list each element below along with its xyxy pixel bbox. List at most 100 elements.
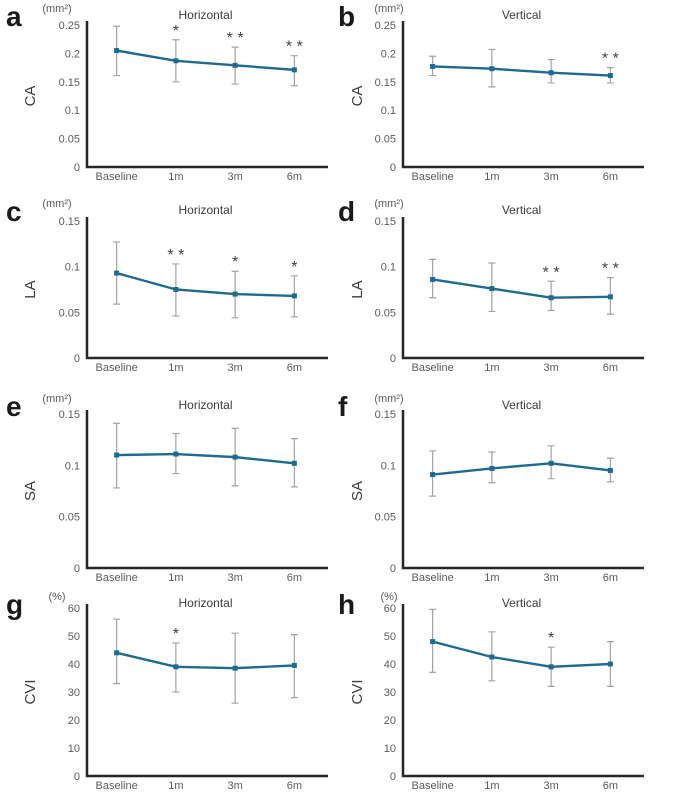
y-axis-unit-label: (mm²) [42, 393, 71, 405]
y-tick-label: 50 [68, 631, 80, 643]
chart-title: Horizontal [178, 8, 232, 22]
panel-letter: g [6, 589, 23, 620]
y-axis-unit-label: (mm²) [42, 3, 71, 15]
y-axis-unit-label: (%) [380, 591, 397, 603]
y-tick-label: 0.05 [59, 512, 80, 524]
x-tick-label: 6m [287, 572, 302, 584]
panel-letter: c [6, 196, 22, 227]
data-point-marker [607, 661, 613, 667]
x-tick-label: 1m [484, 780, 499, 792]
data-point-marker [548, 664, 554, 670]
y-tick-label: 0.15 [375, 409, 396, 421]
x-tick-label: 6m [287, 780, 302, 792]
data-point-marker [291, 293, 297, 299]
significance-asterisks: * * [602, 261, 619, 278]
data-point-marker [430, 276, 436, 282]
panel-c: c (mm²) Horizontal LA 0 0.05 0.1 0.15 Baseline 1m… [0, 195, 337, 390]
y-tick-label: 10 [68, 743, 80, 755]
y-axis-label: CVI [349, 679, 366, 704]
series-line [116, 651, 295, 670]
y-tick-label: 0.05 [59, 307, 80, 319]
y-tick-label: 0.2 [381, 48, 396, 60]
x-tick-label: Baseline [412, 572, 454, 584]
data-point-marker [114, 48, 120, 54]
panel-a: a (mm²) Horizontal CA 0 0.05 0.1 0.15 0.2 0.25 Bas… [0, 0, 337, 195]
y-tick-label: 0.25 [59, 20, 80, 32]
x-tick-label: 6m [603, 780, 618, 792]
y-tick-label: 0 [74, 353, 80, 365]
x-tick-label: Baseline [96, 171, 138, 183]
x-tick-label: 6m [603, 572, 618, 584]
data-point-marker [173, 58, 179, 64]
chart-a: a (mm²) Horizontal CA 0 0.05 0.1 0.15 0.2 0.25 Bas… [6, 1, 328, 183]
data-point-marker [291, 460, 297, 466]
significance-asterisks: * [173, 626, 179, 643]
series-line [116, 452, 295, 465]
x-tick-label: Baseline [96, 572, 138, 584]
x-tick-label: Baseline [412, 171, 454, 183]
chart-f: f (mm²) Vertical SA 0 0.05 0.1 0.15 Baseline 1m 3m… [338, 391, 644, 584]
y-tick-label: 0 [390, 563, 396, 575]
axes [85, 604, 328, 778]
y-tick-label: 0.15 [59, 216, 80, 228]
x-tick-label: 1m [168, 171, 183, 183]
chart-h: h (%) Vertical CVI 0 10 20 30 40 50 60 Baseline 1m 3m… [338, 589, 644, 792]
data-point-marker [607, 467, 613, 473]
data-point-marker [114, 650, 120, 656]
x-tick-label: 3m [227, 780, 242, 792]
data-point-marker [173, 451, 179, 457]
x-tick-label: 1m [168, 362, 183, 374]
y-axis-label: CA [349, 86, 366, 107]
y-tick-label: 40 [384, 659, 396, 671]
data-point-marker [173, 287, 179, 292]
x-tick-label: 3m [543, 171, 558, 183]
panel-letter: f [338, 391, 348, 422]
data-point-marker [430, 639, 436, 645]
data-point-marker [114, 270, 120, 276]
data-point-marker [430, 472, 436, 478]
data-point-marker [232, 291, 238, 297]
chart-c: c (mm²) Horizontal LA 0 0.05 0.1 0.15 Baseline 1m… [6, 196, 328, 374]
y-axis-label: SA [22, 481, 39, 501]
y-axis-unit-label: (%) [48, 591, 65, 603]
panel-letter: h [338, 589, 355, 620]
y-tick-label: 0 [390, 771, 396, 783]
data-point-marker [291, 67, 297, 73]
y-tick-label: 50 [384, 631, 396, 643]
chart-title: Vertical [502, 398, 541, 412]
data-point-marker [607, 294, 613, 300]
y-axis-unit-label: (mm²) [374, 198, 403, 210]
y-tick-label: 0.2 [65, 48, 80, 60]
chart-title: Horizontal [178, 398, 232, 412]
x-tick-label: Baseline [412, 362, 454, 374]
x-tick-label: 1m [484, 362, 499, 374]
data-point-marker [291, 662, 297, 668]
y-tick-label: 10 [384, 743, 396, 755]
axes [85, 410, 328, 570]
series-line [432, 65, 611, 77]
data-point-marker [232, 62, 238, 68]
axes [401, 410, 644, 570]
significance-asterisks: * * [543, 264, 560, 281]
chart-title: Vertical [502, 203, 541, 217]
x-tick-label: 1m [484, 171, 499, 183]
y-tick-label: 0.15 [375, 216, 396, 228]
data-point-marker [548, 70, 554, 76]
x-tick-label: Baseline [96, 362, 138, 374]
data-point-marker [489, 286, 495, 292]
axes [401, 217, 644, 360]
y-tick-label: 0.05 [375, 512, 396, 524]
x-tick-label: Baseline [96, 780, 138, 792]
chart-g: g (%) Horizontal CVI 0 10 20 30 40 50 60 Baseline 1m… [6, 589, 328, 792]
y-tick-label: 40 [68, 659, 80, 671]
y-tick-label: 0.1 [381, 460, 396, 472]
y-tick-label: 0.25 [375, 20, 396, 32]
y-tick-label: 60 [384, 603, 396, 615]
axes [85, 21, 328, 169]
y-tick-label: 60 [68, 603, 80, 615]
x-tick-label: 3m [543, 780, 558, 792]
data-point-marker [232, 454, 238, 460]
panel-f: f (mm²) Vertical SA 0 0.05 0.1 0.15 Baseline 1m 3m… [337, 390, 677, 588]
chart-title: Vertical [502, 8, 541, 22]
